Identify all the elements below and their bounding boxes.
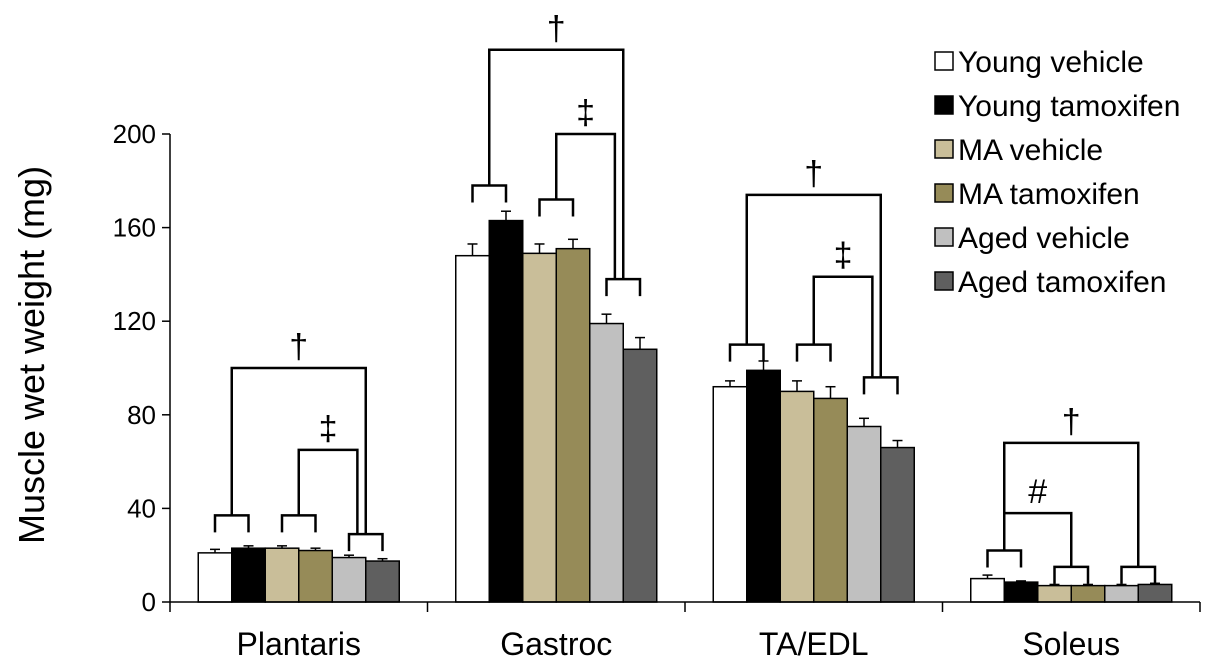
bar [1104,584,1139,603]
axes: 0 40 80 120 160 200 Plantaris Gastroc TA/EDL Sole… [113,119,1201,662]
pair-bracket [605,277,642,297]
x-tick-label: Gastroc [500,626,612,662]
legend-label: MA tamoxifen [958,178,1140,211]
pair-bracket [1053,565,1090,584]
bar [813,397,848,603]
bar [298,549,333,603]
y-tick-label: 160 [113,213,156,243]
comparison-bracket [812,275,874,378]
bar [970,577,1005,603]
bar [846,425,882,603]
significance-marker: # [1028,473,1047,511]
legend: Young vehicle Young tamoxifen MA vehicle MA… [934,46,1180,299]
bar [622,348,658,603]
bar [779,390,815,603]
bar [231,547,266,603]
x-tick-label: Plantaris [237,626,362,662]
comparison-bracket [1003,511,1073,567]
pair-bracket [1120,565,1157,584]
comparison-bracket [488,48,625,280]
significance-marker: ‡ [319,410,338,448]
legend-swatch [934,95,954,115]
bar [264,547,300,603]
comparison-bracket [1003,441,1140,567]
bar [197,552,233,603]
bar [455,254,490,603]
pair-bracket [213,514,250,533]
pair-bracket [728,343,765,362]
bar [522,252,557,603]
bar [712,385,748,603]
significance-marker: † [289,328,308,366]
bar [1003,581,1039,603]
legend-swatch [934,139,954,159]
bar [1137,583,1173,603]
x-tick-label: TA/EDL [759,626,869,662]
significance-marker: † [1062,403,1081,441]
pair-bracket [862,376,899,395]
pair-bracket [986,549,1023,568]
bar [365,560,400,603]
legend-label: Aged vehicle [958,222,1130,255]
pair-bracket [538,198,575,217]
bar [555,247,591,603]
legend-swatch [934,227,954,247]
bars-layer [197,210,1173,603]
significance-brackets: † ‡ † ‡ † ‡ † # [213,10,1157,584]
y-tick-label: 40 [127,493,156,523]
legend-label: Young tamoxifen [958,90,1180,123]
bar [331,556,367,603]
significance-marker: ‡ [834,237,853,275]
y-axis-title: Muscle wet weight (mg) [11,166,52,544]
bar [746,369,781,603]
pair-bracket [280,514,317,533]
pair-bracket [347,532,384,552]
comparison-bracket [297,448,359,535]
significance-marker: ‡ [576,94,595,132]
comparison-bracket [230,366,367,535]
bar [1070,584,1106,603]
legend-swatch [934,183,954,203]
legend-swatch [934,271,954,291]
y-tick-label: 80 [127,400,156,430]
comparison-bracket [745,193,882,378]
legend-label: Young vehicle [958,46,1144,79]
legend-swatch [934,51,954,71]
y-tick-label: 200 [113,119,156,149]
y-tick-label: 120 [113,306,156,336]
comparison-bracket [555,132,617,280]
bar [589,322,624,603]
pair-bracket [795,343,832,362]
y-tick-label: 0 [142,587,156,617]
significance-marker: † [547,10,566,48]
legend-label: MA vehicle [958,134,1103,167]
pair-bracket [471,184,508,203]
bar [488,219,524,603]
significance-marker: † [804,155,823,193]
bar [1037,584,1072,603]
legend-label: Aged tamoxifen [958,266,1166,299]
x-tick-label: Soleus [1022,626,1120,662]
bar [880,446,915,603]
